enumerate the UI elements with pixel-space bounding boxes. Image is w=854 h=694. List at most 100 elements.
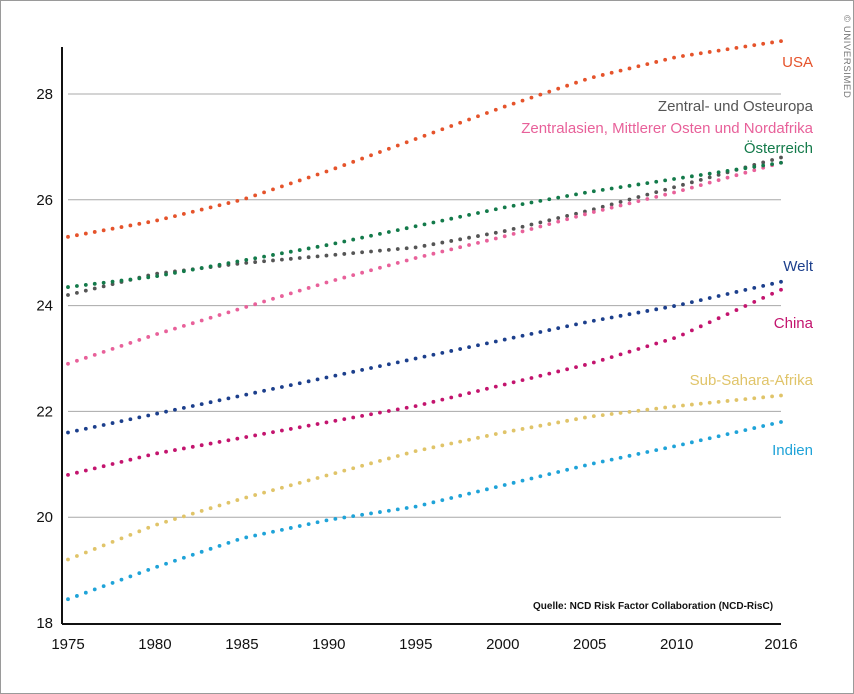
series-point	[173, 270, 177, 275]
series-point	[681, 54, 685, 58]
series-point	[609, 355, 614, 360]
series-point	[164, 329, 168, 334]
series-point	[779, 279, 783, 284]
series-point	[360, 512, 365, 517]
series-point	[297, 256, 302, 260]
series-point	[110, 346, 115, 351]
series-point	[262, 254, 266, 259]
series-point	[324, 420, 329, 425]
series-point	[75, 233, 79, 238]
series-point	[779, 287, 783, 292]
series-7	[66, 420, 783, 602]
series-point	[369, 153, 373, 158]
series-point	[378, 410, 382, 415]
series-point	[440, 397, 445, 402]
series-point	[324, 518, 329, 523]
series-point	[458, 237, 463, 242]
series-point	[173, 558, 177, 563]
series-point	[672, 336, 676, 341]
series-point	[716, 48, 721, 53]
series-point	[467, 345, 471, 350]
series-point	[333, 252, 338, 257]
series-point	[761, 395, 766, 400]
series-point	[226, 540, 231, 545]
series-point	[378, 364, 382, 369]
series-point	[369, 233, 373, 238]
series-point	[146, 413, 151, 418]
series-point	[636, 408, 641, 413]
series-point	[413, 404, 418, 409]
y-tick-label: 26	[36, 192, 53, 209]
series-point	[556, 219, 561, 224]
series-point	[520, 202, 525, 207]
series-point	[155, 522, 160, 527]
series-point	[271, 258, 275, 263]
series-point	[698, 298, 703, 302]
series-point	[110, 226, 115, 231]
series-point	[547, 371, 552, 376]
series-label: Sub-Sahara-Afrika	[690, 372, 814, 389]
series-point	[565, 367, 569, 372]
series-point	[574, 214, 578, 219]
series-point	[752, 426, 757, 430]
series-point	[556, 195, 561, 200]
series-point	[288, 427, 293, 431]
series-point	[155, 451, 160, 456]
series-point	[190, 321, 195, 326]
series-point	[583, 415, 587, 420]
series-point	[556, 369, 561, 374]
series-point	[636, 195, 641, 199]
series-point	[271, 430, 275, 435]
series-point	[725, 312, 730, 317]
series-point	[324, 280, 329, 285]
series-point	[244, 392, 249, 397]
series-point	[351, 251, 356, 256]
series-point	[583, 77, 587, 82]
series-point	[681, 175, 685, 180]
series-point	[591, 189, 596, 194]
series-point	[458, 439, 463, 444]
series-point	[199, 509, 204, 513]
series-point	[636, 310, 641, 315]
y-tick-label: 22	[36, 403, 53, 420]
series-point	[386, 247, 391, 252]
series-point	[689, 440, 694, 445]
series-point	[235, 259, 240, 264]
series-point	[413, 504, 418, 509]
series-point	[681, 182, 685, 187]
series-point	[645, 192, 650, 197]
series-point	[378, 265, 382, 270]
series-point	[110, 421, 115, 425]
series-point	[698, 401, 703, 406]
series-point	[271, 488, 275, 493]
series-point	[627, 197, 632, 202]
series-point	[618, 455, 623, 460]
series-point	[761, 424, 766, 428]
series-point	[698, 324, 703, 329]
series-point	[324, 243, 329, 248]
series-point	[654, 190, 659, 195]
series-point	[476, 211, 480, 215]
series-point	[493, 432, 498, 436]
x-tick-label: 1995	[399, 636, 432, 653]
series-point	[280, 184, 284, 189]
x-tick-label: 2016	[764, 636, 797, 653]
series-point	[297, 524, 302, 528]
series-point	[119, 225, 124, 229]
series-point	[476, 435, 480, 440]
series-point	[681, 188, 685, 193]
series-point	[716, 170, 721, 175]
series-point	[493, 384, 498, 389]
series-point	[83, 426, 88, 431]
series-point	[262, 388, 266, 393]
series-point	[181, 446, 186, 451]
series-point	[208, 441, 213, 446]
series-point	[663, 178, 668, 183]
series-point	[66, 285, 70, 289]
series-point	[440, 498, 445, 503]
series-point	[306, 478, 311, 483]
series-point	[449, 247, 454, 252]
series-point	[636, 452, 641, 456]
series-point	[583, 363, 587, 367]
series-point	[146, 568, 151, 572]
